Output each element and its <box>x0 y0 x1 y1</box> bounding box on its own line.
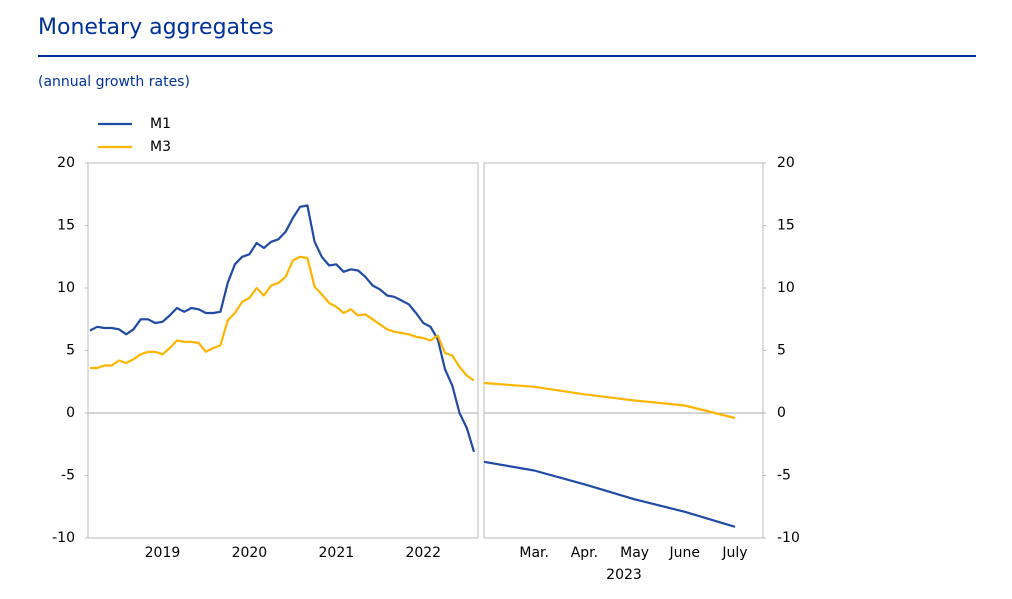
series-line <box>483 381 736 420</box>
y-tick-label: 20 <box>57 155 75 171</box>
x-axis-label: 2023 <box>606 567 642 583</box>
chart-title: Monetary aggregates <box>38 15 274 40</box>
y-tick-label: 15 <box>57 218 75 234</box>
y-tick-label: 0 <box>66 405 75 421</box>
x-tick-label: July <box>721 545 747 561</box>
x-tick-label: 2022 <box>405 545 441 561</box>
chart-subtitle: (annual growth rates) <box>38 74 190 90</box>
y-tick-label: -10 <box>52 530 75 546</box>
y-tick-label: 10 <box>57 280 75 296</box>
y-tick-label: 5 <box>66 343 75 359</box>
x-tick-label: June <box>669 545 701 561</box>
legend-label: M3 <box>150 139 171 155</box>
x-tick-label: 2020 <box>232 545 268 561</box>
legend-label: M1 <box>150 116 171 132</box>
y-tick-label: -5 <box>777 468 791 484</box>
y-tick-label: 20 <box>777 155 795 171</box>
series-line <box>483 460 736 528</box>
plot-frame <box>483 162 764 539</box>
y-tick-label: 5 <box>777 343 786 359</box>
y-tick-label: -5 <box>61 468 75 484</box>
y-tick-label: 15 <box>777 218 795 234</box>
x-tick-label: 2019 <box>145 545 181 561</box>
x-tick-label: 2021 <box>319 545 355 561</box>
x-tick-label: Apr. <box>571 545 598 561</box>
y-tick-label: 0 <box>777 405 786 421</box>
y-tick-label: 10 <box>777 280 795 296</box>
series-line <box>90 255 475 382</box>
x-tick-label: Mar. <box>519 545 549 561</box>
x-tick-label: May <box>620 545 649 561</box>
series-line <box>89 204 476 453</box>
plot-frame <box>87 162 479 539</box>
y-tick-label: -10 <box>777 530 800 546</box>
